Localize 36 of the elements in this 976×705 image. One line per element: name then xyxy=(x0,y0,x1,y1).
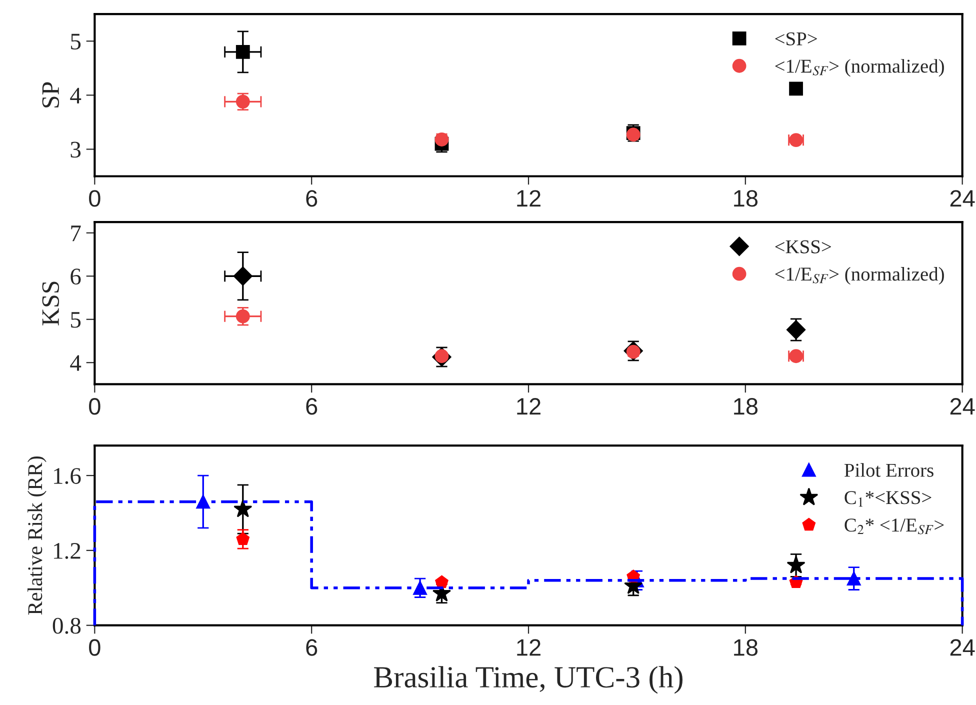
y-tick-label: 4 xyxy=(70,355,82,371)
x-tick-label: 6 xyxy=(306,398,318,415)
legend-label: Pilot Errors xyxy=(844,463,934,477)
x-tick-label: 24 xyxy=(950,639,975,656)
x-tick-label: 18 xyxy=(734,398,758,415)
legend-label: C$_{1}$*<KSS> xyxy=(844,491,932,507)
x-tick-label: 12 xyxy=(517,190,540,207)
x-tick-label: 18 xyxy=(734,639,758,656)
y-tick-label: 7 xyxy=(71,226,81,242)
y-axis-title: Relative Risk (RR) xyxy=(28,456,46,615)
x-tick-label: 0 xyxy=(89,639,100,656)
x-tick-label: 0 xyxy=(89,398,100,415)
legend-label: <1/E$_{SF}$> (normalized) xyxy=(775,59,944,77)
legend-label: C$_{2}$* <1/E$_{SF}$> xyxy=(844,518,944,534)
legend-label: <SP> xyxy=(775,32,817,46)
x-tick-label: 6 xyxy=(306,190,318,207)
y-tick-label: 6 xyxy=(70,268,81,285)
y-tick-label: 0.8 xyxy=(52,618,81,634)
x-tick-label: 24 xyxy=(950,398,975,415)
x-tick-label: 12 xyxy=(517,398,540,415)
y-tick-label: 4 xyxy=(70,88,82,104)
y-axis-title: SP xyxy=(42,82,60,108)
y-tick-label: 3 xyxy=(70,142,81,158)
y-tick-label: 1.6 xyxy=(54,468,81,484)
y-tick-label: 5 xyxy=(71,34,81,50)
x-tick-label: 0 xyxy=(89,190,100,207)
y-tick-label: 1.2 xyxy=(54,542,80,559)
x-tick-label: 18 xyxy=(734,190,758,207)
legend-label: <KSS> xyxy=(775,240,831,254)
y-tick-label: 5 xyxy=(71,312,81,328)
x-tick-label: 24 xyxy=(950,190,975,207)
legend-label: <1/E$_{SF}$> (normalized) xyxy=(775,267,944,285)
x-tick-label: 12 xyxy=(517,639,540,656)
x-axis-title: Brasilia Time, UTC-3 (h) xyxy=(374,666,682,694)
y-axis-title: KSS xyxy=(42,282,60,326)
x-tick-label: 6 xyxy=(306,639,318,656)
